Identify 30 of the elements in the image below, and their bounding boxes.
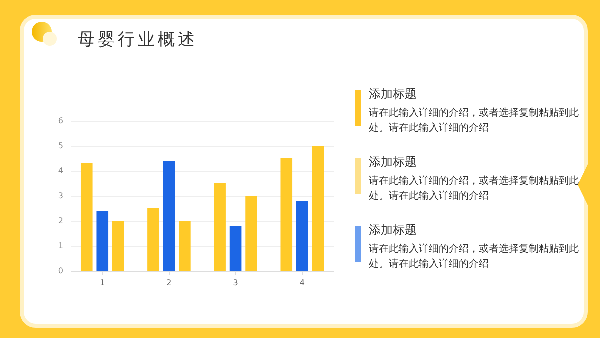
text: 添加标题 <box>369 86 418 103</box>
x-tick-label: 3 <box>233 278 238 288</box>
bar <box>148 208 160 271</box>
bar <box>280 158 293 271</box>
y-tick-label: 1 <box>58 242 64 250</box>
bar <box>296 201 308 271</box>
bar <box>246 196 258 271</box>
bar <box>163 161 176 271</box>
bar <box>179 221 191 271</box>
x-tick-label: 1 <box>100 278 106 288</box>
bar <box>80 164 93 271</box>
text: 请在此输入详细的介绍，或者选择复制粘贴到此处。请在此输入详细的介绍 <box>369 106 580 136</box>
x-tick-label: 4 <box>300 278 305 288</box>
bar <box>214 184 226 271</box>
y-tick-label: 5 <box>58 142 64 150</box>
y-tick-label: 4 <box>58 166 64 176</box>
x-tick-label: 2 <box>166 278 172 288</box>
text: 请在此输入详细的介绍，或者选择复制粘贴到此处。请在此输入详细的介绍 <box>369 174 580 204</box>
y-tick-label: 0 <box>58 266 64 276</box>
y-tick-label: 2 <box>58 216 64 226</box>
text: 添加标题 <box>369 154 418 171</box>
bar <box>112 221 124 271</box>
bar <box>312 146 324 271</box>
text: 添加标题 <box>369 222 418 239</box>
bar <box>230 226 242 271</box>
bar <box>96 211 109 271</box>
chart-title: 母婴行业概述 <box>78 29 198 51</box>
y-tick-label: 3 <box>58 192 64 200</box>
text: 请在此输入详细的介绍，或者选择复制粘贴到此处。请在此输入详细的介绍 <box>369 242 580 272</box>
y-tick-label: 6 <box>58 116 64 126</box>
